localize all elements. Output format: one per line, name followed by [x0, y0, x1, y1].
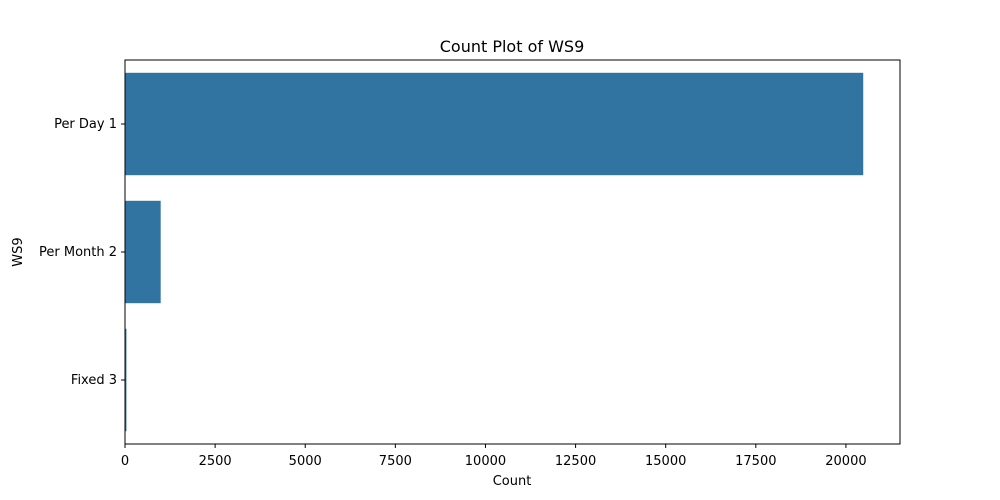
y-tick-label: Per Day 1 [54, 117, 117, 132]
bar [125, 200, 161, 304]
x-tick-label: 5000 [289, 454, 322, 469]
bars-layer [125, 72, 864, 432]
y-axis: Per Day 1 Per Month 2 Fixed 3 [39, 117, 125, 388]
y-axis-label: WS9 [11, 237, 26, 266]
x-tick-label: 2500 [199, 454, 232, 469]
bar [125, 72, 864, 176]
bar [125, 328, 127, 432]
chart-title: Count Plot of WS9 [440, 37, 585, 56]
y-tick-label: Per Month 2 [39, 245, 117, 260]
x-tick-label: 12500 [555, 454, 596, 469]
y-tick-label: Fixed 3 [71, 373, 117, 388]
x-tick-label: 0 [121, 454, 129, 469]
x-tick-label: 17500 [735, 454, 776, 469]
x-axis-label: Count [493, 474, 532, 489]
x-tick-label: 20000 [825, 454, 866, 469]
x-tick-label: 10000 [465, 454, 506, 469]
x-tick-label: 7500 [379, 454, 412, 469]
x-tick-label: 15000 [645, 454, 686, 469]
x-axis: 0 2500 5000 7500 10000 12500 15000 17500 20000 [121, 444, 867, 469]
